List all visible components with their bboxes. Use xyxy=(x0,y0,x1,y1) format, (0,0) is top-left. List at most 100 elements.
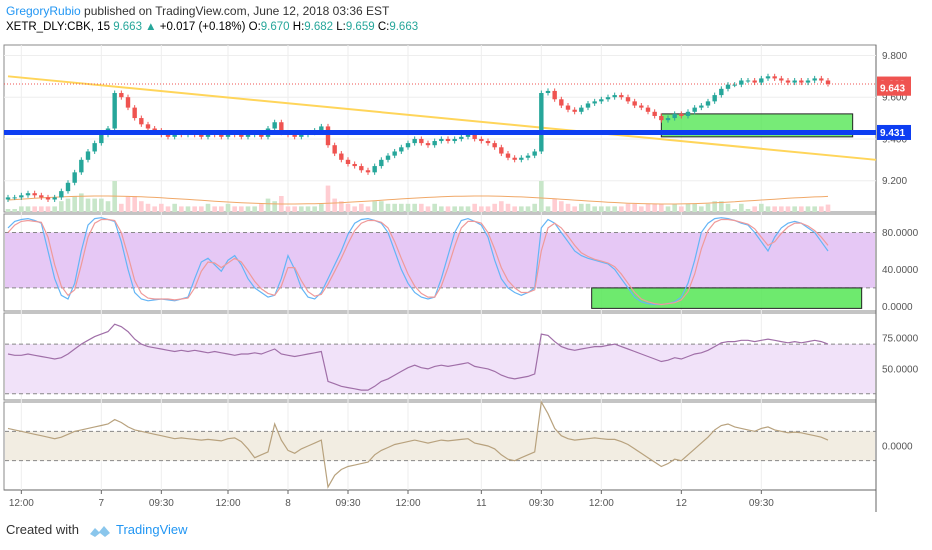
volume-bar xyxy=(465,206,471,212)
volume-bar xyxy=(745,209,751,212)
volume-bar xyxy=(152,206,157,212)
candle-body xyxy=(372,166,377,173)
candle-body xyxy=(465,134,471,137)
volume-bar xyxy=(32,206,37,212)
candle-body xyxy=(705,101,711,106)
publish-header: GregoryRubio published on TradingView.co… xyxy=(6,3,906,20)
publish-info: published on TradingView.com, June 12, 2… xyxy=(84,4,390,18)
volume-bar xyxy=(439,206,444,212)
volume-bar xyxy=(479,206,484,212)
volume-bar xyxy=(405,203,411,212)
symbol-label[interactable]: XETR_DLY:CBK, 15 xyxy=(6,21,110,33)
candle-body xyxy=(719,88,724,96)
candle-body xyxy=(585,103,591,108)
volume-bar xyxy=(312,206,317,212)
candle-body xyxy=(619,95,624,98)
candle-body xyxy=(65,182,71,192)
volume-bar xyxy=(625,203,631,212)
candle-body xyxy=(5,197,11,200)
volume-ma-line xyxy=(7,195,829,205)
candle-body xyxy=(725,84,731,89)
created-with-label: Created with xyxy=(6,522,79,537)
candle-body xyxy=(385,155,391,160)
oscillator-series-line xyxy=(7,218,829,306)
candle-body xyxy=(779,78,784,81)
time-axis-label: 8 xyxy=(285,498,291,509)
volume-bar xyxy=(412,203,417,212)
candle-body xyxy=(299,134,304,137)
volume-bar xyxy=(239,206,244,212)
candle-body xyxy=(145,124,151,129)
volume-bar xyxy=(739,203,744,212)
candle-body xyxy=(319,126,324,131)
volume-bar xyxy=(685,203,691,212)
candle-body xyxy=(99,134,104,144)
candle-body xyxy=(245,134,251,137)
volume-bar xyxy=(345,203,351,212)
oscillator-axis-label: 0.0000 xyxy=(882,442,913,453)
change-value: +0.017 (+0.18%) xyxy=(159,21,246,33)
volume-bar xyxy=(572,206,577,212)
candle-body xyxy=(219,134,224,137)
candle-body xyxy=(485,141,491,144)
volume-bar xyxy=(352,206,357,212)
volume-bar xyxy=(419,203,424,212)
volume-bar xyxy=(579,203,584,212)
candle-body xyxy=(332,145,337,154)
candle-body xyxy=(785,80,791,83)
candle-body xyxy=(139,118,144,125)
volume-bar xyxy=(445,206,451,212)
volume-bar xyxy=(765,206,771,212)
candle-body xyxy=(132,107,137,119)
volume-bar xyxy=(79,193,84,212)
candle-body xyxy=(272,122,277,129)
volume-bar xyxy=(192,206,197,212)
author-link[interactable]: GregoryRubio xyxy=(6,4,81,18)
candle-body xyxy=(625,97,631,102)
candle-body xyxy=(699,105,704,108)
candle-body xyxy=(819,78,824,81)
candle-body xyxy=(72,172,77,183)
volume-bar xyxy=(532,203,537,212)
volume-bar xyxy=(705,203,711,212)
candle-body xyxy=(32,193,37,196)
volume-bar xyxy=(399,203,404,212)
candle-body xyxy=(805,80,811,83)
tradingview-logo-icon xyxy=(89,525,110,537)
volume-bar xyxy=(772,206,777,212)
volume-bar xyxy=(199,206,204,212)
candle-body xyxy=(572,109,577,112)
volume-bar xyxy=(612,206,617,212)
candle-body xyxy=(545,90,551,94)
candle-body xyxy=(692,107,697,112)
volume-bar xyxy=(99,198,104,212)
volume-bar xyxy=(299,206,304,212)
oscillator-band-fill xyxy=(5,232,875,288)
candle-body xyxy=(799,80,804,83)
candle-body xyxy=(152,128,157,131)
price-label-text: 9.431 xyxy=(880,128,905,139)
volume-bar xyxy=(425,206,431,212)
candle-body xyxy=(19,195,24,198)
volume-bar xyxy=(265,198,271,212)
candle-body xyxy=(645,107,651,112)
last-price: 9.663 xyxy=(113,21,142,33)
candle-body xyxy=(505,153,511,158)
candle-body xyxy=(472,134,477,139)
candle-body xyxy=(825,80,831,85)
candle-body xyxy=(512,157,517,160)
candle-body xyxy=(325,126,331,146)
close-value: 9.663 xyxy=(389,21,419,33)
oscillator-band-fill xyxy=(5,431,875,461)
volume-bar xyxy=(732,209,737,212)
candle-body xyxy=(752,80,757,83)
volume-bar xyxy=(485,206,491,212)
volume-bar xyxy=(659,203,664,212)
volume-bar xyxy=(292,206,297,212)
price-axis-label: 9.200 xyxy=(882,176,907,187)
volume-bar xyxy=(359,203,364,212)
candle-body xyxy=(579,107,584,112)
ohlc-bar: XETR_DLY:CBK, 15 9.663 ▲ +0.017 (+0.18%)… xyxy=(6,21,418,33)
candle-body xyxy=(419,138,424,144)
tradingview-brand[interactable]: TradingView xyxy=(116,522,188,537)
